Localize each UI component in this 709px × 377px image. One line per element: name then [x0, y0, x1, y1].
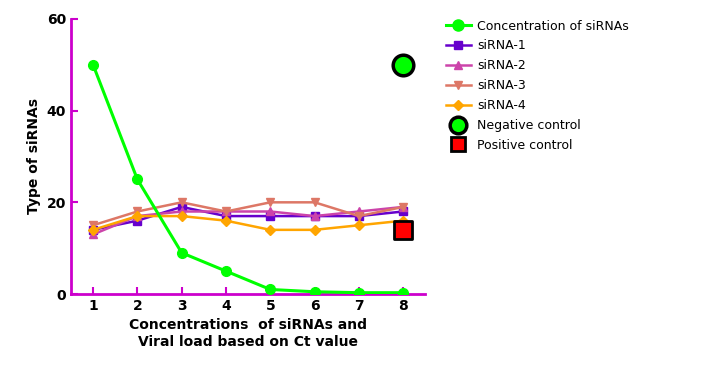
X-axis label: Concentrations  of siRNAs and
Viral load based on Ct value: Concentrations of siRNAs and Viral load …: [129, 319, 367, 349]
Legend: Concentration of siRNAs, siRNA-1, siRNA-2, siRNA-3, siRNA-4, Negative control, P: Concentration of siRNAs, siRNA-1, siRNA-…: [446, 20, 629, 152]
Y-axis label: Type of siRNAs: Type of siRNAs: [27, 98, 41, 215]
Point: [398, 227, 409, 233]
Point: [398, 62, 409, 68]
